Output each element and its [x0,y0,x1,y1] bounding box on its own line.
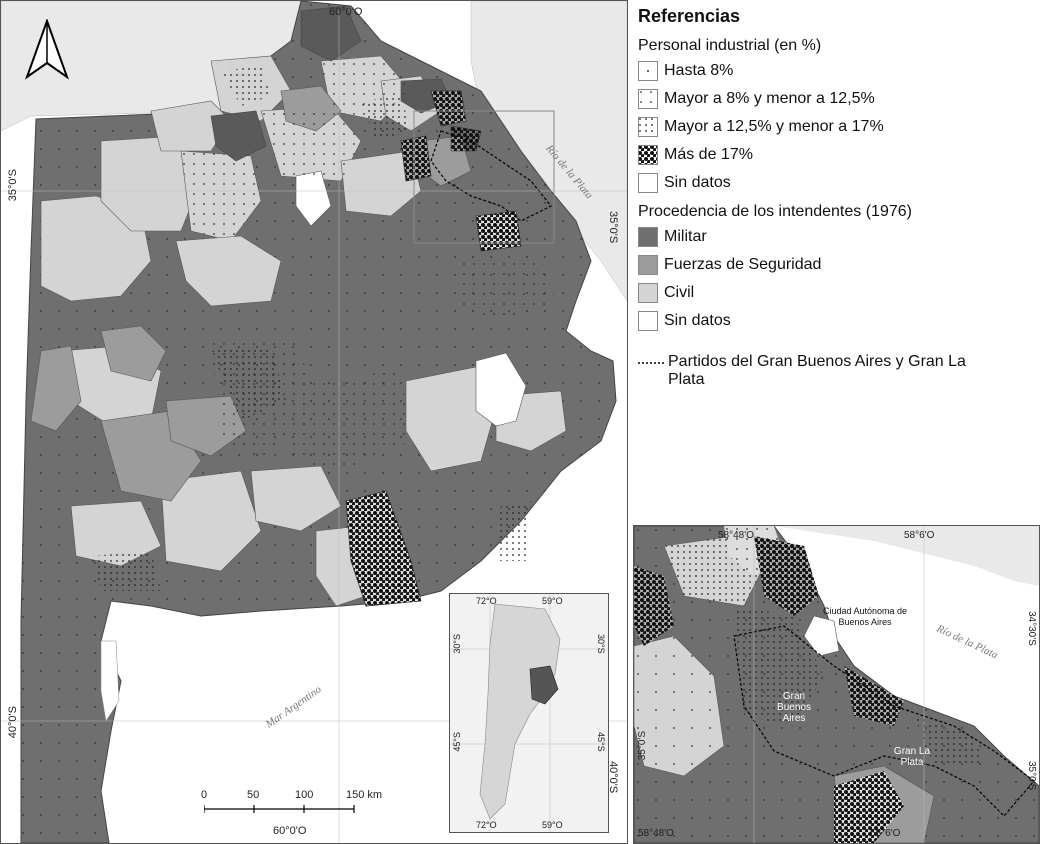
legend-label: Sin datos [664,174,731,191]
industrial-title: Personal industrial (en %) [638,37,822,54]
scale-tick-50: 50 [247,789,260,801]
argentina-shape [479,603,561,820]
legend: Referencias Personal industrial (en %) H… [638,6,1036,389]
swatch-civil [638,283,658,303]
swatch-light-dots [638,89,658,109]
scale-tick-0: 0 [201,789,208,801]
main-map-svg [1,1,627,843]
legend-label: Civil [664,284,695,301]
legend-item-12-17: Mayor a 12,5% y menor a 17% [638,113,1036,141]
caba-label: Ciudad Autónoma de Buenos Aires [822,606,908,627]
inset-coord-top-right: 59°O [542,596,563,606]
gba-label: Gran Buenos Aires [777,691,811,724]
inset-coord-right-bottom: 45°S [596,732,606,752]
coord-right-lat-top: 35°0'S [607,211,619,244]
gba-coord-left-lat: 35°0'S [637,731,648,761]
legend-item-civil: Civil [638,279,1036,307]
swatch-sparse-dots [638,61,658,81]
gba-coord-right-top: 34°30'S [1026,611,1037,646]
swatch-militar [638,227,658,247]
gba-coord-right-bottom: 35°0'S [1026,761,1037,791]
main-map: 60°0'O 60°0'O 35°0'S 40°0'S 35°0'S 40°0'… [0,0,628,844]
inset-coord-left-bottom: 45°S [452,732,462,752]
coord-bottom-lon: 60°0'O [273,825,307,837]
swatch-medium-dots [638,117,658,137]
legend-item-gba-line: Partidos del Gran Buenos Aires y Gran La… [638,353,1036,389]
coord-right-lat-bottom: 40°0'S [607,761,619,794]
gba-coord-top-left: 58°48'O [718,530,754,541]
intendentes-title: Procedencia de los intendentes (1976) [638,203,912,220]
coord-left-lat-top: 35°0'S [7,169,19,202]
legend-label: Militar [664,228,707,245]
inset-gba-svg [634,526,1039,843]
inset-coord-right-top: 30°S [596,634,606,654]
scale-bar: 0 50 100 150 km [201,789,401,819]
coord-top-lon: 60°0'O [329,6,363,18]
swatch-dense-dots [638,145,658,165]
scale-tick-100: 100 [295,789,314,801]
inset-coord-left-top: 30°S [452,634,462,654]
gba-coord-bottom-right: 58°6'O [870,828,901,839]
north-arrow-icon [25,19,69,80]
swatch-empty [638,311,658,331]
swatch-empty [638,173,658,193]
inset-coord-bottom-right: 59°O [542,820,563,830]
inset-coord-bottom-left: 72°O [476,820,497,830]
legend-item-mas-17: Más de 17% [638,141,1036,169]
legend-item-sin-datos-1: Sin datos [638,169,1036,197]
gba-coord-top-right: 58°6'O [904,530,935,541]
legend-item-militar: Militar [638,223,1036,251]
legend-title: Referencias [638,6,741,26]
legend-label: Más de 17% [664,146,753,163]
inset-coord-top-left: 72°O [476,596,497,606]
swatch-fuerzas [638,255,658,275]
legend-label: Partidos del Gran Buenos Aires y Gran La… [668,353,966,388]
coord-left-lat-bottom: 40°0'S [7,706,19,739]
legend-item-8-12: Mayor a 8% y menor a 12,5% [638,85,1036,113]
legend-item-hasta-8: Hasta 8% [638,57,1036,85]
dashed-line-icon [638,362,664,364]
legend-label: Mayor a 12,5% y menor a 17% [664,118,884,135]
buenos-aires-highlight [529,665,559,705]
inset-argentina: 72°O 59°O 72°O 59°O 30°S 45°S 30°S 45°S [449,593,609,833]
legend-label: Fuerzas de Seguridad [664,256,822,273]
scale-tick-150: 150 km [346,789,383,801]
legend-label: Sin datos [664,312,731,329]
inset-gba: 58°48'O 58°6'O 58°48'O 58°6'O 35°0'S 34°… [633,525,1040,844]
legend-item-fuerzas: Fuerzas de Seguridad [638,251,1036,279]
legend-label: Mayor a 8% y menor a 12,5% [664,90,875,107]
glp-label: Gran La Plata [893,746,931,768]
gba-coord-bottom-left: 58°48'O [638,828,674,839]
legend-label: Hasta 8% [664,62,734,79]
legend-item-sin-datos-2: Sin datos [638,307,1036,335]
